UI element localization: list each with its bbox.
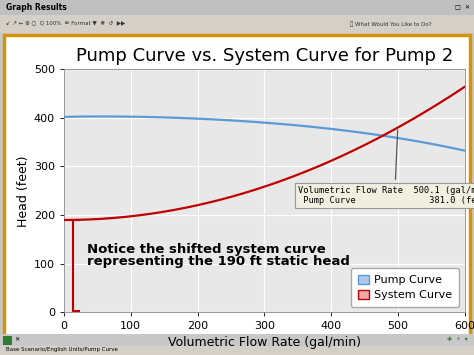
Text: 🔍 What Would You Like to Do?: 🔍 What Would You Like to Do? (350, 21, 432, 27)
Text: Notice the shifted system curve: Notice the shifted system curve (87, 243, 326, 256)
Bar (0, 334, 474, 346)
Text: ↙ ↗ ← ⊕ ○  Q 100%  ✏ Format ▼  ❖  ↺  ▶▶: ↙ ↗ ← ⊕ ○ Q 100% ✏ Format ▼ ❖ ↺ ▶▶ (6, 21, 125, 27)
Y-axis label: Head (feet): Head (feet) (17, 155, 30, 226)
Text: ✚  ⚡  ▾: ✚ ⚡ ▾ (447, 337, 468, 342)
Bar (4, 35, 470, 345)
Text: ✕: ✕ (14, 337, 19, 342)
Text: □  ✕: □ ✕ (455, 5, 470, 10)
Bar (0, 15, 474, 33)
Bar (0, 345, 474, 355)
Text: Base Scenario/English Units/Pump Curve: Base Scenario/English Units/Pump Curve (6, 348, 118, 353)
Text: Graph Results: Graph Results (6, 3, 67, 12)
Title: Pump Curve vs. System Curve for Pump 2: Pump Curve vs. System Curve for Pump 2 (76, 47, 453, 65)
Text: Volumetric Flow Rate  500.1 (gal/min)
 Pump Curve              381.0 (feet): Volumetric Flow Rate 500.1 (gal/min) Pum… (298, 130, 474, 205)
Bar (0, 0, 474, 15)
X-axis label: Volumetric Flow Rate (gal/min): Volumetric Flow Rate (gal/min) (168, 335, 361, 349)
Text: representing the 190 ft static head: representing the 190 ft static head (87, 255, 350, 268)
Legend: Pump Curve, System Curve: Pump Curve, System Curve (351, 268, 459, 307)
Bar (3, 335, 12, 344)
